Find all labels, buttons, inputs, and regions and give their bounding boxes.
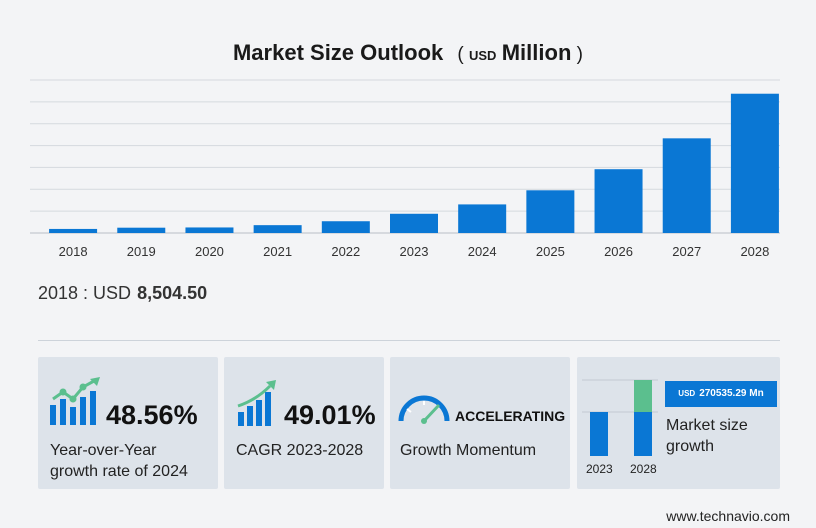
x-tick-2028: 2028 <box>740 244 769 259</box>
mini-year-end: 2028 <box>630 462 657 476</box>
bar-2028 <box>730 93 779 233</box>
cagr-bars-icon <box>237 380 276 426</box>
market-size-card <box>577 357 780 489</box>
bar-2025 <box>526 190 575 233</box>
yoy-description: Year-over-Year growth rate of 2024 <box>50 440 188 482</box>
base-year-amount: 8,504.50 <box>137 283 208 303</box>
market-size-line2: growth <box>666 438 715 455</box>
x-tick-2020: 2020 <box>195 244 224 259</box>
momentum-description: Growth Momentum <box>400 442 537 459</box>
cagr-description: CAGR 2023-2028 <box>236 442 364 459</box>
market-size-line1: Market size <box>666 417 748 434</box>
yoy-card <box>38 357 218 489</box>
bar-2019 <box>117 227 166 233</box>
growth-chart-icon <box>50 377 100 425</box>
bar-chart: 2018 2019 2020 2021 2022 2023 2024 2025 2026 2027… <box>30 79 780 259</box>
bar-2020 <box>185 227 234 233</box>
bar-2023 <box>390 213 438 233</box>
momentum-value: ACCELERATING <box>455 408 566 424</box>
yoy-value: 48.56% <box>106 400 198 430</box>
divider <box>38 340 780 341</box>
x-tick-2027: 2027 <box>672 244 701 259</box>
base-year-value: 2018 : USD 8,504.50 <box>38 283 207 304</box>
market-size-badge: USD 270535.29 Mn <box>665 381 777 407</box>
cagr-value: 49.01% <box>284 400 376 430</box>
market-size-description: Market size growth <box>666 415 748 457</box>
x-tick-2026: 2026 <box>604 244 633 259</box>
mini-bar-2023 <box>590 412 608 456</box>
yoy-line1: Year-over-Year <box>50 442 157 459</box>
mini-bar-2028-increment <box>634 380 652 412</box>
bar-2024 <box>458 204 507 233</box>
x-tick-2018: 2018 <box>59 244 88 259</box>
chart-unit-prefix: USD <box>469 48 497 63</box>
bar-2027 <box>662 138 711 233</box>
x-tick-2024: 2024 <box>468 244 497 259</box>
base-year-label: 2018 : USD <box>38 283 132 303</box>
x-tick-2021: 2021 <box>263 244 292 259</box>
chart-title: Market Size Outlook ( USD Million ) <box>0 40 816 66</box>
mini-year-start: 2023 <box>586 462 613 476</box>
speedometer-icon <box>398 395 450 424</box>
x-tick-2022: 2022 <box>331 244 360 259</box>
bar-2022 <box>321 221 370 233</box>
badge-value: 270535.29 Mn <box>699 388 764 399</box>
x-tick-2019: 2019 <box>127 244 156 259</box>
badge-unit: USD <box>678 389 696 398</box>
mini-growth-chart <box>582 379 658 456</box>
chart-title-text: Market Size Outlook <box>232 40 444 65</box>
mini-bar-2028-base <box>634 412 652 456</box>
bar-2026 <box>594 169 643 233</box>
yoy-line2: growth rate of 2024 <box>50 463 188 480</box>
x-tick-2025: 2025 <box>536 244 565 259</box>
x-tick-2023: 2023 <box>400 244 429 259</box>
bar-2021 <box>253 225 302 233</box>
momentum-card <box>390 357 570 489</box>
footer-site: www.technavio.com <box>666 508 790 524</box>
chart-unit: ( USD Million ) <box>457 40 583 65</box>
chart-unit-main: Million <box>501 40 572 65</box>
bar-2018 <box>49 228 98 233</box>
